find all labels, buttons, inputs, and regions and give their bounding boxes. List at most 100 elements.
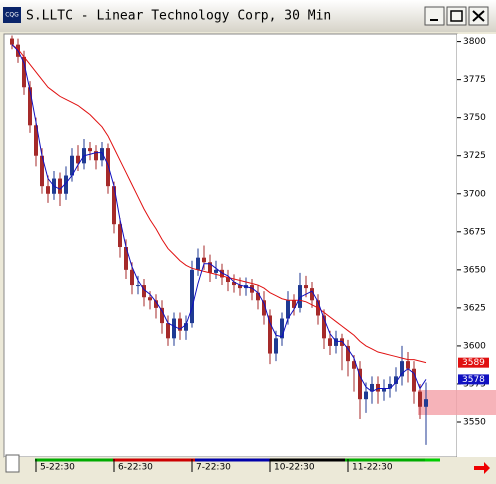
y-tick-label: 3550 bbox=[463, 418, 486, 428]
candle-body bbox=[100, 148, 104, 161]
candle-body bbox=[46, 186, 50, 194]
icon-label: CQG bbox=[5, 12, 19, 19]
candle-body bbox=[88, 148, 92, 152]
x-tick-label: 5-22:30 bbox=[40, 463, 75, 473]
candle-body bbox=[112, 186, 116, 225]
candle-body bbox=[142, 285, 146, 298]
candle-body bbox=[334, 338, 338, 346]
candle-body bbox=[40, 155, 44, 187]
y-tick-label: 3650 bbox=[463, 265, 486, 275]
candle-body bbox=[292, 300, 296, 308]
candle-body bbox=[274, 338, 278, 354]
window-buttons[interactable] bbox=[424, 6, 489, 26]
plot-area bbox=[3, 33, 458, 458]
candle-body bbox=[382, 388, 386, 392]
candle-body bbox=[388, 383, 392, 389]
candle-body bbox=[202, 257, 206, 263]
candle-body bbox=[232, 282, 236, 286]
y-tick-label: 3675 bbox=[463, 227, 486, 237]
candle-body bbox=[154, 300, 158, 308]
candle-body bbox=[118, 224, 122, 248]
candle-body bbox=[10, 38, 14, 45]
y-axis-area bbox=[457, 34, 496, 457]
candle-body bbox=[166, 323, 170, 339]
candle-body bbox=[220, 269, 224, 278]
highlight-zone bbox=[418, 390, 496, 415]
price-marker bbox=[458, 357, 489, 368]
candle-body bbox=[148, 297, 152, 301]
price-marker bbox=[458, 374, 489, 385]
y-tick-label: 3725 bbox=[463, 151, 486, 161]
candle-body bbox=[250, 285, 254, 293]
scroll-arrow[interactable] bbox=[474, 462, 490, 474]
candle-body bbox=[376, 383, 380, 392]
y-tick-label: 3800 bbox=[463, 37, 486, 47]
candle-body bbox=[322, 315, 326, 339]
candle-body bbox=[400, 361, 404, 377]
candle-body bbox=[418, 391, 422, 407]
candle-body bbox=[196, 257, 200, 270]
candle-body bbox=[214, 269, 218, 273]
moving-average-line bbox=[11, 44, 427, 364]
candle-body bbox=[160, 307, 164, 324]
candle-body bbox=[94, 151, 98, 161]
candle-body bbox=[34, 125, 38, 156]
candle-body bbox=[310, 288, 314, 301]
candle-body bbox=[352, 361, 356, 369]
candle-body bbox=[178, 318, 182, 331]
candle-body bbox=[328, 338, 332, 346]
y-tick-label: 3700 bbox=[463, 189, 486, 199]
maximize-button[interactable] bbox=[446, 6, 467, 26]
candle-body bbox=[280, 318, 284, 339]
minimize-button[interactable] bbox=[424, 6, 445, 26]
y-tick-label: 3750 bbox=[463, 113, 486, 123]
candle-body bbox=[28, 87, 32, 126]
moving-average-line bbox=[11, 44, 427, 393]
x-axis-area bbox=[4, 457, 496, 480]
scroll-box[interactable] bbox=[5, 454, 20, 473]
candle-body bbox=[172, 318, 176, 339]
candle-body bbox=[136, 285, 140, 287]
candle-body bbox=[364, 391, 368, 400]
candle-body bbox=[76, 155, 80, 164]
candle-body bbox=[268, 315, 272, 354]
candle-body bbox=[358, 368, 362, 400]
candle-body bbox=[184, 323, 188, 331]
x-tick-label: 10-22:30 bbox=[274, 463, 315, 473]
candle-body bbox=[424, 399, 428, 407]
candle-body bbox=[64, 175, 68, 194]
candle-body bbox=[262, 300, 266, 316]
candle-body bbox=[256, 292, 260, 301]
candle-body bbox=[412, 368, 416, 392]
candle-body bbox=[22, 56, 26, 88]
title-bar bbox=[0, 0, 496, 32]
candle-body bbox=[106, 148, 110, 187]
candle-body bbox=[406, 361, 410, 369]
window-icon bbox=[3, 7, 21, 23]
y-tick-label: 3775 bbox=[463, 75, 486, 85]
candle-body bbox=[124, 247, 128, 270]
candle-body bbox=[226, 277, 230, 283]
candle-body bbox=[208, 262, 212, 273]
candle-body bbox=[370, 383, 374, 392]
candle-body bbox=[70, 155, 74, 176]
candle-body bbox=[238, 285, 242, 289]
candle-body bbox=[286, 300, 290, 319]
y-tick-label: 3575 bbox=[463, 379, 486, 389]
x-tick-label: 11-22:30 bbox=[352, 463, 393, 473]
price-marker-label: 3589 bbox=[462, 358, 485, 368]
candle-body bbox=[190, 269, 194, 324]
candle-body bbox=[58, 178, 62, 194]
price-marker-label: 3578 bbox=[462, 375, 485, 385]
candle-body bbox=[298, 285, 302, 308]
candle-body bbox=[394, 376, 398, 384]
candle-body bbox=[346, 345, 350, 362]
chart-title: S.LLTC - Linear Technology Corp, 30 Min bbox=[26, 9, 331, 24]
candle-body bbox=[304, 285, 308, 289]
x-tick-label: 6-22:30 bbox=[118, 463, 153, 473]
y-tick-label: 3600 bbox=[463, 341, 486, 351]
x-tick-label: 7-22:30 bbox=[196, 463, 231, 473]
candle-body bbox=[130, 269, 134, 286]
